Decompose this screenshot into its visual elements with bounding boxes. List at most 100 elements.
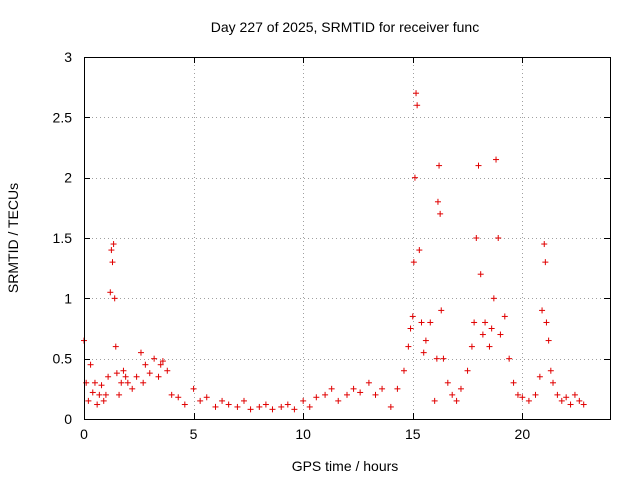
data-point (542, 259, 549, 266)
data-point (344, 391, 350, 398)
data-point (525, 397, 532, 404)
axis-ticks (84, 57, 610, 420)
data-point (409, 313, 416, 320)
chart-title: Day 227 of 2025, SRMTID for receiver fun… (211, 19, 479, 35)
x-tick-label: 10 (295, 426, 311, 442)
data-point (411, 174, 418, 181)
data-point (133, 373, 140, 380)
data-point (519, 394, 526, 401)
data-point (418, 319, 425, 326)
data-point (357, 389, 364, 396)
data-point (427, 319, 434, 326)
y-tick-label: 0 (64, 411, 72, 427)
data-point (108, 247, 115, 254)
data-point (434, 198, 441, 205)
data-point (306, 403, 313, 410)
data-point (437, 210, 444, 217)
data-point (120, 367, 127, 374)
data-point (328, 385, 335, 392)
data-point (576, 397, 583, 404)
data-point (554, 391, 561, 398)
data-point (113, 370, 120, 377)
data-point (112, 343, 119, 350)
x-tick-labels: 0 5 10 15 20 (80, 426, 530, 442)
data-point (155, 373, 162, 380)
data-point (234, 403, 241, 410)
data-point (410, 259, 417, 266)
data-points (81, 90, 587, 413)
data-point (322, 391, 329, 398)
data-point (414, 102, 421, 109)
data-point (129, 385, 136, 392)
data-point (547, 367, 554, 374)
data-point (413, 90, 420, 97)
data-point (449, 391, 456, 398)
data-point (118, 379, 125, 386)
data-point (256, 403, 263, 410)
data-point (545, 337, 552, 344)
data-point (400, 367, 407, 374)
data-point (350, 385, 357, 392)
y-tick-label: 2.5 (53, 109, 73, 125)
data-point (181, 401, 188, 408)
data-point (89, 389, 96, 396)
data-point (539, 307, 546, 314)
data-point (159, 358, 166, 365)
data-point (372, 391, 379, 398)
data-point (219, 397, 226, 404)
data-point (493, 156, 500, 163)
data-point (436, 162, 443, 169)
data-point (379, 385, 386, 392)
data-point (109, 259, 116, 266)
data-point (495, 235, 502, 241)
x-tick-label: 15 (405, 426, 421, 442)
data-point (473, 235, 480, 241)
data-point (510, 379, 517, 386)
data-point (477, 271, 484, 278)
data-point (190, 385, 197, 392)
data-point (262, 401, 269, 408)
y-tick-label: 1 (64, 290, 72, 306)
data-point (422, 337, 429, 344)
data-point (567, 401, 574, 408)
data-point (87, 361, 94, 368)
data-point (543, 319, 550, 326)
data-point (475, 162, 482, 169)
data-point (140, 379, 147, 386)
data-point (479, 331, 486, 338)
data-point (300, 397, 307, 404)
data-point (532, 391, 539, 398)
data-point (464, 367, 471, 374)
data-point (96, 391, 103, 398)
data-point (269, 406, 276, 413)
data-point (278, 403, 285, 410)
data-point (457, 385, 464, 392)
data-point (405, 343, 412, 350)
data-point (416, 247, 423, 254)
data-point (387, 403, 394, 410)
data-point (550, 379, 557, 386)
data-point (212, 403, 219, 410)
data-point (142, 361, 149, 368)
data-point (431, 397, 438, 404)
data-point (284, 401, 291, 408)
data-point (151, 355, 158, 362)
data-point (105, 373, 112, 380)
data-point (571, 391, 578, 398)
data-point (100, 397, 107, 404)
data-point (164, 367, 171, 374)
data-point (146, 370, 153, 377)
x-tick-label: 20 (515, 426, 531, 442)
data-point (453, 397, 460, 404)
data-point (107, 289, 114, 296)
data-point (514, 391, 521, 398)
data-point (94, 401, 101, 408)
data-point (240, 397, 247, 404)
data-point (420, 349, 427, 356)
y-tick-label: 2 (64, 170, 72, 186)
data-point (468, 343, 475, 350)
x-tick-label: 0 (80, 426, 88, 442)
data-point (490, 295, 497, 302)
data-point (482, 319, 489, 326)
